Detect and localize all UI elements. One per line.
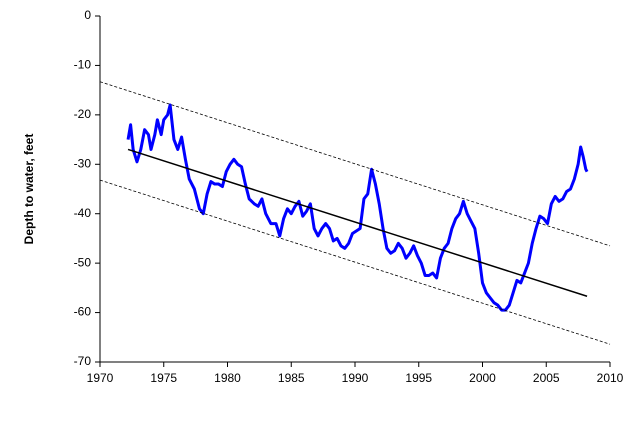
x-tick-label: 2010 [597, 371, 624, 385]
data-line [99, 179, 611, 345]
y-tick-label: 0 [84, 8, 91, 22]
y-tick-label: -70 [74, 354, 92, 368]
y-tick-label: -10 [74, 58, 92, 72]
x-tick-label: 2000 [469, 371, 496, 385]
y-axis-label: Depth to water, feet [22, 134, 36, 245]
y-tick-label: -40 [74, 206, 92, 220]
y-tick-label: -50 [74, 255, 92, 269]
x-tick-label: 2005 [533, 371, 560, 385]
x-tick-label: 1980 [214, 371, 241, 385]
y-tick-label: -20 [74, 107, 92, 121]
x-tick-label: 1995 [405, 371, 432, 385]
y-tick-label: -60 [74, 305, 92, 319]
x-tick-label: 1970 [87, 371, 114, 385]
x-tick-label: 1975 [150, 371, 177, 385]
y-tick-label: -30 [74, 156, 92, 170]
data-line [127, 148, 588, 297]
x-tick-label: 1990 [342, 371, 369, 385]
data-line [126, 103, 589, 312]
data-line [99, 81, 611, 247]
x-tick-label: 1985 [278, 371, 305, 385]
